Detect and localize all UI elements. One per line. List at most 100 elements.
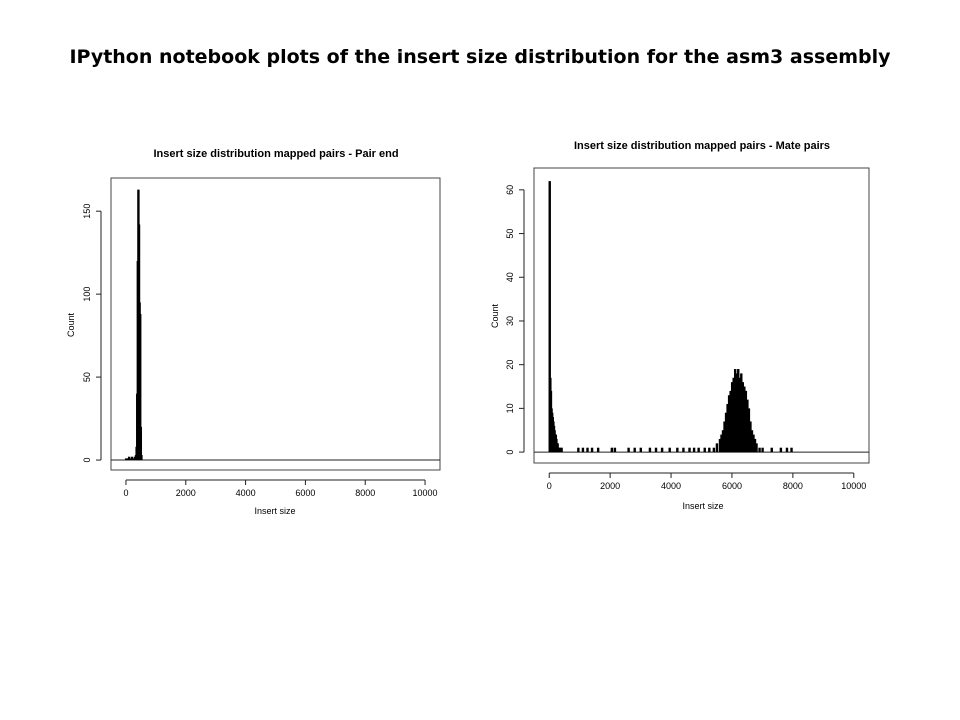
chart-title: Insert size distribution mapped pairs - …	[574, 140, 830, 152]
histogram-bar	[743, 386, 746, 453]
y-tick-label: 100	[82, 287, 92, 302]
histogram-bar	[744, 390, 748, 453]
histogram-bar	[648, 447, 652, 453]
histogram-bar	[610, 447, 614, 453]
histogram-bar	[132, 458, 135, 461]
x-axis-label: Insert size	[254, 506, 295, 516]
histogram-bar	[676, 447, 679, 453]
histogram-bar	[753, 438, 757, 453]
histogram-bar	[712, 447, 716, 453]
histogram-bar	[721, 430, 725, 453]
y-axis-label: Count	[490, 304, 500, 329]
y-axis-label: Count	[66, 313, 76, 338]
x-tick-label: 4000	[661, 481, 681, 491]
histogram-bar	[692, 447, 696, 453]
chart-mate-pairs: Insert size distribution mapped pairs - …	[482, 128, 882, 528]
histogram-bar	[746, 399, 749, 453]
x-tick-label: 2000	[176, 488, 196, 498]
x-tick-label: 6000	[295, 488, 315, 498]
histogram-bar	[581, 447, 585, 453]
y-tick-label: 50	[82, 372, 92, 382]
histogram-bar	[718, 438, 722, 453]
histogram-bar	[785, 447, 789, 453]
histogram-bar	[747, 408, 751, 453]
histogram-bar	[758, 447, 761, 453]
histogram-bar	[130, 456, 134, 461]
chart-title: Insert size distribution mapped pairs - …	[153, 148, 398, 160]
plot-frame	[533, 167, 870, 464]
histogram-bar	[724, 412, 728, 453]
histogram-bar	[730, 382, 734, 453]
x-tick-label: 0	[547, 481, 552, 491]
histogram-bar	[596, 447, 600, 453]
histogram-bar	[560, 447, 563, 453]
histogram-bar	[738, 377, 741, 453]
x-tick-label: 4000	[236, 488, 256, 498]
histogram-bar	[139, 314, 142, 461]
y-tick-label: 50	[505, 229, 515, 239]
histogram-bar	[557, 447, 561, 453]
y-tick-label: 0	[505, 450, 515, 455]
histogram-bar	[750, 430, 754, 453]
histogram-bar	[627, 447, 630, 453]
histogram-bar	[779, 447, 783, 453]
histogram-bar	[124, 458, 128, 461]
y-tick-label: 30	[505, 316, 515, 326]
histogram-bar	[737, 369, 740, 453]
histogram-bar	[723, 421, 726, 453]
y-tick-label: 10	[505, 403, 515, 413]
histogram-bar	[708, 447, 711, 453]
histogram-bar	[127, 456, 131, 461]
x-tick-label: 10000	[841, 481, 866, 491]
histogram-bar	[752, 434, 755, 453]
histogram-bar	[770, 447, 773, 453]
y-tick-label: 40	[505, 272, 515, 282]
histogram-bar	[590, 447, 594, 453]
histogram-bar	[682, 447, 685, 453]
histogram-bar	[654, 447, 658, 453]
x-tick-label: 10000	[413, 488, 438, 498]
plot-frame	[110, 177, 441, 471]
histogram-bar	[735, 373, 738, 453]
slide-title: IPython notebook plots of the insert siz…	[69, 46, 891, 68]
histogram-bar	[715, 443, 719, 453]
histogram-bar	[129, 458, 132, 461]
y-tick-label: 150	[82, 204, 92, 219]
histogram-bar	[741, 382, 745, 453]
histogram-bar	[734, 369, 737, 453]
histogram-bar	[697, 447, 700, 453]
histogram-bar	[729, 390, 732, 453]
histogram-bar	[668, 447, 671, 453]
x-tick-label: 2000	[600, 481, 620, 491]
histogram-bar	[140, 455, 143, 461]
histogram-bar	[790, 447, 793, 453]
chart-pair-end: Insert size distribution mapped pairs - …	[56, 140, 456, 530]
chart-pair-end-svg: Insert size distribution mapped pairs - …	[66, 148, 441, 516]
histogram-bar	[660, 447, 664, 453]
histogram-bar	[633, 447, 636, 453]
histogram-bar	[548, 181, 551, 453]
histogram-bar	[755, 443, 758, 453]
histogram-bar	[749, 421, 752, 453]
histogram-bar	[740, 373, 743, 453]
histogram-bar	[703, 447, 706, 453]
histogram-bar	[613, 447, 617, 453]
histogram-bar	[639, 447, 642, 453]
y-tick-label: 60	[505, 185, 515, 195]
histogram-bar	[732, 377, 735, 453]
histogram-bar	[139, 426, 143, 461]
histogram-bar	[577, 447, 580, 453]
histogram-bar	[726, 404, 729, 453]
histogram-bar	[559, 447, 562, 453]
y-tick-label: 0	[82, 458, 92, 463]
histogram-bar	[126, 458, 129, 461]
chart-mate-pairs-svg: Insert size distribution mapped pairs - …	[490, 140, 870, 511]
x-tick-label: 6000	[722, 481, 742, 491]
histogram-bar	[586, 447, 589, 453]
x-axis-label: Insert size	[682, 501, 723, 511]
x-tick-label: 0	[123, 488, 128, 498]
histogram-bar	[761, 447, 764, 453]
x-tick-label: 8000	[783, 481, 803, 491]
histogram-bar	[688, 447, 691, 453]
histogram-bar	[727, 395, 731, 453]
